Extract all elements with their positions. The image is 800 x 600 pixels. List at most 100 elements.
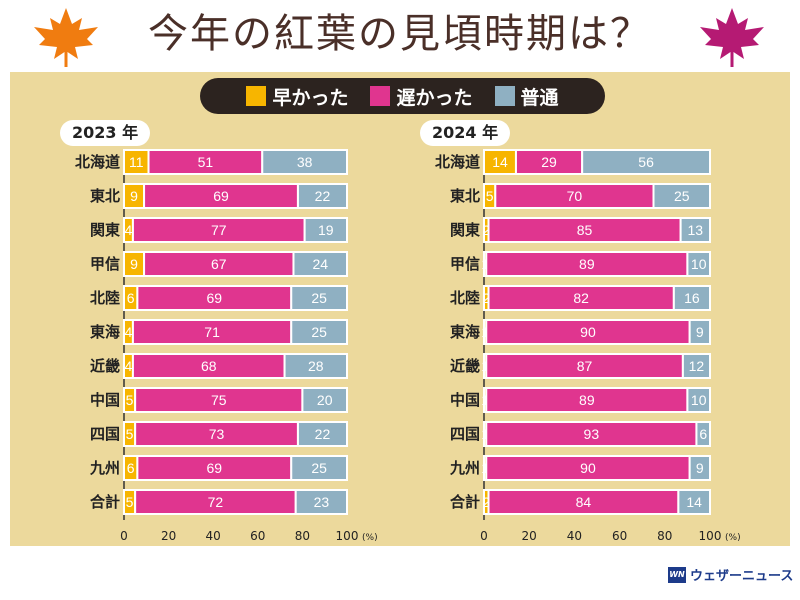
legend-label-early: 早かった [272,86,349,109]
x-tick-label: 20 [522,529,537,543]
data-label: 77 [211,222,227,238]
category-label: 四国 [90,425,120,443]
data-label: 22 [315,188,331,204]
data-label: 25 [311,324,327,340]
data-label: 5 [126,392,134,408]
data-label: 2 [482,290,490,306]
category-label: 九州 [89,459,120,477]
legend-label-late: 遅かった [396,86,473,109]
data-label: 68 [201,358,217,374]
bar-segment [143,251,295,277]
bar-segment [686,251,712,277]
bar-segment [514,149,584,175]
bar-segment [679,217,711,243]
data-label: 1 [481,426,489,442]
data-label: 71 [204,324,220,340]
data-label: 11 [129,154,144,170]
bar-segment [303,217,349,243]
category-label: 東海 [90,323,120,341]
data-label: 5 [486,188,494,204]
category-label: 東海 [450,323,480,341]
data-label: 90 [580,324,596,340]
data-label: 6 [699,426,707,442]
bar-segment [134,387,304,413]
x-tick-label: 0 [480,529,488,543]
data-label: 9 [696,460,704,476]
legend-item-late: 遅かった [370,83,473,110]
data-label: 51 [198,154,214,170]
category-label: 甲信 [90,255,120,273]
x-tick-label: 100 [699,529,722,543]
data-label: 12 [689,358,705,374]
data-label: 24 [312,256,328,272]
data-label: 10 [691,392,707,408]
data-label: 5 [126,426,134,442]
category-label: 北海道 [75,153,120,171]
bar-segment [134,421,299,447]
legend-swatch-early [246,86,267,106]
bar-segment [290,319,348,345]
data-label: 67 [211,256,227,272]
category-label: 九州 [449,459,480,477]
x-unit-label: (%) [725,533,741,543]
bar-segment [136,455,293,481]
x-tick-label: 60 [612,529,627,543]
bar-segment [296,183,349,209]
data-label: 72 [208,494,224,510]
data-label: 82 [573,290,589,306]
bar-segment [688,455,711,481]
bar-segment [485,455,691,481]
data-label: 69 [207,460,223,476]
page-title: 今年の紅葉の見頃時期は？ [148,11,652,57]
data-label: 56 [638,154,654,170]
category-label: 四国 [450,425,480,443]
category-label: 合計 [449,493,480,511]
category-label: 甲信 [450,255,480,273]
data-label: 84 [576,494,592,510]
data-label: 93 [584,426,600,442]
bar-segment [487,489,680,515]
category-label: 東北 [90,187,120,205]
data-label: 1 [481,460,489,476]
data-label: 2 [482,222,490,238]
data-label: 4 [125,222,133,238]
year-badge-2024: 2024 年 [420,120,511,146]
bar-segment [581,149,712,175]
data-label: 1 [481,358,489,374]
data-label: 5 [126,494,134,510]
data-label: 29 [541,154,557,170]
bar-segment [261,149,349,175]
legend-item-normal: 普通 [494,83,559,110]
category-label: 近畿 [450,357,480,375]
bar-segment [677,489,711,515]
category-label: 近畿 [90,357,120,375]
x-tick-label: 40 [206,529,221,543]
bar-segment [652,183,711,209]
data-label: 38 [297,154,313,170]
bar-segment [296,421,349,447]
data-label: 28 [308,358,324,374]
data-label: 85 [577,222,593,238]
bar-segment [686,387,712,413]
data-label: 89 [579,392,595,408]
data-label: 14 [492,154,508,170]
x-tick-label: 20 [161,529,176,543]
data-label: 70 [567,188,583,204]
category-label: 中国 [90,391,120,409]
data-label: 6 [127,460,135,476]
category-label: 北海道 [435,153,480,171]
weathernews-logo-icon: WN [668,566,686,583]
data-label: 89 [579,256,595,272]
data-label: 73 [209,426,225,442]
data-label: 10 [691,256,707,272]
bar-segment [695,421,712,447]
legend: 早かった 遅かった 普通 [200,78,605,114]
data-label: 1 [481,256,489,272]
bar-segment [131,217,306,243]
data-label: 19 [318,222,334,238]
bar-segment [143,183,299,209]
bar-segment [672,285,712,311]
data-label: 87 [577,358,593,374]
bar-segment [292,251,349,277]
category-label: 東北 [450,187,480,205]
